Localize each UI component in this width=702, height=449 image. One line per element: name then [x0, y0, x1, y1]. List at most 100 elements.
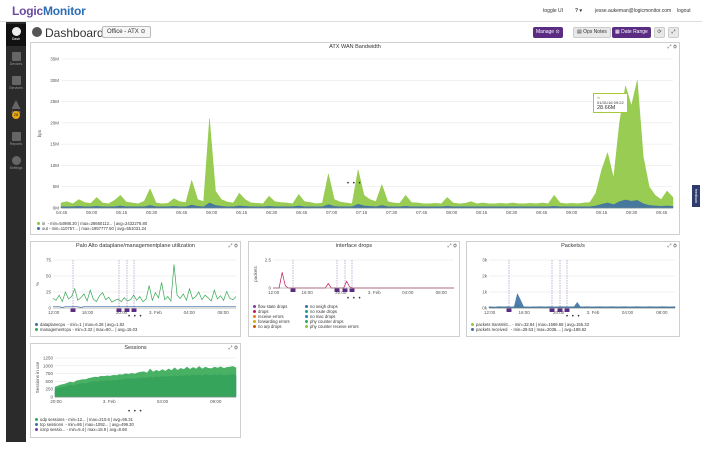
ops-note-marker-icon — [124, 308, 130, 312]
packets-chart[interactable]: 0k 1k 2k 3k 12:00 16:00 20:00 3. Feb 04:00 08:00 — [467, 250, 679, 318]
legend-item[interactable]: tcp sessions - min=86 | max=1092... | av… — [35, 422, 134, 427]
legend-item-out[interactable]: out - min=110757... | max=1957777.50 | a… — [37, 226, 147, 231]
wan-bandwidth-chart[interactable]: 0M 5M 10M 15M 20M 25M 30M 35M bps 04:45 05:00 05:15… — [31, 51, 679, 221]
refresh-button[interactable]: ⟳ — [654, 27, 665, 38]
x-tick-label: 07:00 — [326, 210, 338, 215]
legend-avg: avg=1.82 — [106, 322, 125, 327]
pagination-dots[interactable]: • • • — [347, 296, 362, 302]
legend-avg: avg=551031.24 — [117, 226, 147, 231]
legend-item[interactable]: packets transmitt... - min=32.84 | max=1… — [471, 322, 589, 327]
legend-item[interactable]: phy counter receive errors — [305, 324, 359, 329]
widget-controls: ⤢ ⚙ — [229, 345, 238, 351]
expand-icon[interactable]: ⤢ — [447, 243, 452, 249]
x-tick-label: 08:15 — [476, 210, 488, 215]
dashboard-icon — [11, 27, 21, 36]
sidebar-item-label: Reports — [9, 142, 23, 146]
ops-notes-button[interactable]: ▤ Ops Notes — [573, 27, 611, 38]
legend-item[interactable]: receive errors — [253, 314, 290, 319]
legend-item[interactable]: flow state drops — [253, 304, 290, 309]
widget-title: Sessions — [124, 345, 147, 351]
legend-item[interactable]: forwarding errors — [253, 319, 290, 324]
x-tick-label: 3. Feb — [368, 290, 381, 295]
interface-drops-chart[interactable]: 0 2.5 packets 12:00 16:00 20:00 3. Feb 04:00 08:… — [249, 250, 459, 300]
x-tick-label: 16:00 — [519, 310, 531, 315]
gear-icon[interactable]: ⚙ — [672, 243, 677, 249]
logo-monitor-text: Monitor — [43, 4, 86, 18]
x-tick-label: 04:00 — [622, 310, 634, 315]
alert-triangle-icon — [11, 100, 21, 109]
pagination-dots[interactable]: • • • — [566, 314, 581, 320]
pagination-dots[interactable]: • • • — [128, 314, 143, 320]
legend-item[interactable]: managementcpu - min=3.32 | max=80... | a… — [35, 327, 137, 332]
legend-item-in[interactable]: in - min=54988.30 | max=28660112... | av… — [37, 221, 147, 226]
legend-dot — [35, 328, 38, 332]
sidebar-item-dash[interactable]: Dash — [6, 24, 26, 46]
legend-item[interactable]: icmp sessio... - min=5.4 | max=18.9 | av… — [35, 427, 134, 432]
legend-item[interactable]: phy counter drops — [305, 319, 359, 324]
gear-icon[interactable]: ⚙ — [672, 44, 677, 50]
paloalto-chart[interactable]: 0 25 50 75% 12:00 16:00 20:00 3. Feb 04:00 08:00 — [31, 250, 240, 318]
feedback-tab[interactable]: feedback — [692, 185, 700, 207]
expand-icon[interactable]: ⤢ — [228, 345, 233, 351]
expand-icon[interactable]: ⤢ — [228, 243, 233, 249]
dashboard-select[interactable]: Office - ATX ⊙ — [102, 26, 151, 38]
y-tick-label: 75 — [46, 258, 52, 263]
legend-item[interactable]: dataplanecpu - min=1 | max=6.28 | avg=1.… — [35, 322, 137, 327]
y-tick-label: 1k — [482, 290, 488, 295]
page-title: Dashboard: — [45, 26, 108, 40]
date-range-button[interactable]: ▦ Date Range — [612, 27, 651, 38]
y-tick-label: 1250 — [43, 356, 54, 361]
legend-item[interactable]: packets received - min=29.53 | max=2036.… — [471, 327, 589, 332]
x-tick-label: 08:30 — [506, 210, 518, 215]
legend-item[interactable]: drops — [253, 309, 290, 314]
legend-name: drops — [258, 309, 269, 314]
gear-icon — [11, 156, 21, 165]
sidebar-item-reports[interactable]: Reports — [6, 129, 26, 151]
ops-note-marker-icon — [557, 308, 563, 312]
legend-item[interactable]: no route drops — [305, 309, 359, 314]
y-tick-label: 3k — [482, 258, 488, 263]
legend-item[interactable]: udp sessions - min=12... | max=210.6 | a… — [35, 417, 134, 422]
paloalto-legend: dataplanecpu - min=1 | max=6.28 | avg=1.… — [35, 322, 137, 332]
pagination-dots[interactable]: • • • — [347, 181, 362, 187]
fullscreen-icon: ⤢ — [671, 29, 676, 35]
ops-note-marker-icon — [342, 288, 348, 292]
widget-title: Packets/s — [561, 243, 585, 249]
toggle-ui-link[interactable]: toggle UI — [543, 8, 564, 14]
gear-icon[interactable]: ⚙ — [452, 243, 457, 249]
legend-dot — [253, 315, 256, 319]
alerts-count-badge[interactable]: 28 — [12, 111, 20, 119]
legend-name: managementcpu — [40, 327, 72, 332]
x-tick-label: 20:00 — [553, 310, 565, 315]
logicmonitor-logo[interactable]: LogicMonitor — [12, 4, 86, 18]
gear-icon[interactable]: ⚙ — [233, 243, 238, 249]
pagination-dots[interactable]: • • • — [128, 409, 143, 415]
legend-name: out — [42, 226, 48, 231]
sidebar-item-devices[interactable]: Devices — [6, 49, 26, 71]
sidebar-item-settings[interactable]: Settings — [6, 153, 26, 175]
logout-link[interactable]: logout — [677, 8, 691, 14]
legend-item[interactable]: no mac drops — [305, 314, 359, 319]
fullscreen-button[interactable]: ⤢ — [668, 27, 679, 38]
y-tick-label: 25 — [46, 290, 52, 295]
expand-icon[interactable]: ⤢ — [667, 243, 672, 249]
x-tick-label: 06:15 — [236, 210, 248, 215]
x-tick-label: 09:30 — [626, 210, 638, 215]
manage-button[interactable]: Manage ⊙ — [533, 27, 563, 38]
help-menu[interactable]: ? ▾ — [575, 8, 582, 14]
y-tick-label: 0k — [482, 306, 488, 311]
widget-controls: ⤢ ⚙ — [668, 243, 677, 249]
wan-bandwidth-widget: ATX WAN Bandwidth ⤢ ⚙ 0M 5M 10M 15M 20M 25M 30… — [30, 42, 680, 235]
legend-dot — [305, 305, 308, 309]
x-tick-label: 12:00 — [268, 290, 280, 295]
ops-note-marker-icon — [70, 308, 76, 312]
services-icon — [11, 76, 21, 85]
gear-icon[interactable]: ⚙ — [233, 345, 238, 351]
sidebar-item-services[interactable]: Services — [6, 73, 26, 95]
legend-item[interactable]: no arp drops — [253, 324, 290, 329]
legend-item[interactable]: no neigh drops — [305, 304, 359, 309]
user-email[interactable]: jesse.aukeman@logicmonitor.com — [595, 8, 672, 14]
y-axis-label: Sessions in use — [35, 361, 40, 393]
expand-icon[interactable]: ⤢ — [667, 44, 672, 50]
